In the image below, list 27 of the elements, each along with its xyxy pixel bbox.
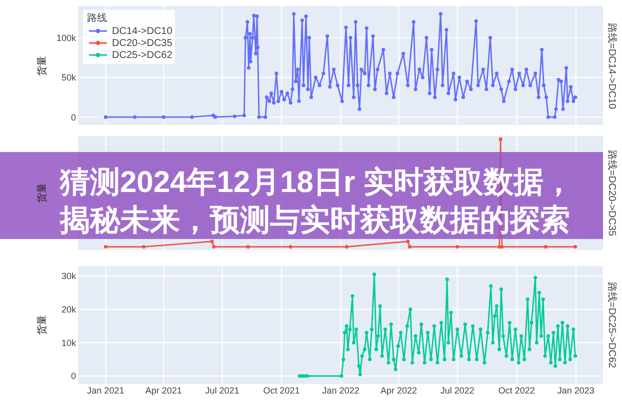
y-axis-title: 货量 xyxy=(36,183,49,203)
legend-label: DC20->DC35 xyxy=(112,38,172,48)
text: 猜测2024年12月18日r 实时获取数据，揭秘未来，预测与实时获取数据的探索 xyxy=(60,165,574,239)
legend-label: DC14->DC10 xyxy=(112,26,172,36)
text: 路线=DC14->DC10 xyxy=(605,22,618,109)
legend-label: DC25->DC62 xyxy=(112,50,172,60)
x-tick-label: Apr 2022 xyxy=(380,385,418,396)
x-tick-label: Apr 2021 xyxy=(145,385,182,396)
y-tick-label: 30k xyxy=(61,271,76,282)
legend-title: 路线 xyxy=(87,13,107,25)
text: 路线=DC20->DC35 xyxy=(605,150,618,236)
y-axis-title: 货量 xyxy=(36,315,49,335)
y-tick-label: 0 xyxy=(70,371,76,382)
y-tick-label: 50k xyxy=(61,72,76,83)
y-tick-label: 0 xyxy=(70,112,76,122)
x-tick-label: Jul 2021 xyxy=(205,385,240,396)
x-tick-label: Jan 2021 xyxy=(87,385,124,396)
x-tick-label: Jan 2023 xyxy=(557,385,594,396)
y-axis-title: 货量 xyxy=(36,56,49,76)
x-tick-label: Jan 2022 xyxy=(322,385,360,396)
x-tick-label: Oct 2021 xyxy=(263,385,300,396)
y-tick-label: 10k xyxy=(61,338,76,348)
x-tick-label: Oct 2022 xyxy=(498,385,535,396)
y-tick-label: 100k xyxy=(56,32,76,43)
text: 路线=DC25->DC62 xyxy=(605,282,618,368)
x-tick-label: Jul 2022 xyxy=(440,385,474,396)
y-tick-label: 20k xyxy=(61,304,76,315)
